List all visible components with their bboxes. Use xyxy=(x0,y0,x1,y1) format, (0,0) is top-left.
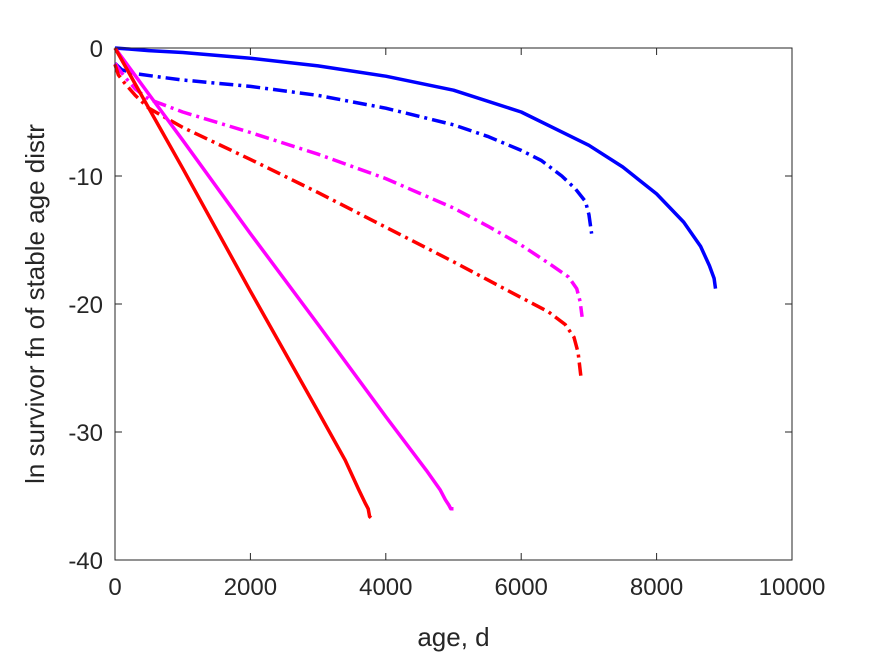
y-tick-label: -20 xyxy=(68,292,103,319)
y-axis-label: ln survivor fn of stable age distr xyxy=(20,124,50,484)
y-tick-label: -40 xyxy=(68,548,103,575)
series-line-4 xyxy=(113,64,583,376)
x-tick-label: 2000 xyxy=(224,574,277,601)
x-tick-label: 0 xyxy=(108,574,121,601)
x-tick-label: 10000 xyxy=(759,574,826,601)
x-tick-label: 8000 xyxy=(630,574,683,601)
tick-layer: 0 2000 4000 6000 8000 10000 0 -10 -20 -30 -40 xyxy=(68,36,825,601)
y-tick-label: -30 xyxy=(68,420,103,447)
series-line-1 xyxy=(114,46,718,289)
series-layer xyxy=(113,46,718,520)
y-tick-label: 0 xyxy=(90,36,103,63)
x-tick-label: 6000 xyxy=(495,574,548,601)
series-line-2 xyxy=(113,62,594,234)
x-tick-label: 4000 xyxy=(359,574,412,601)
x-axis-label: age, d xyxy=(417,622,489,652)
series-line-6 xyxy=(113,47,373,520)
y-tick-label: -10 xyxy=(68,164,103,191)
series-line-5 xyxy=(113,46,454,511)
series-line-3 xyxy=(113,62,584,318)
